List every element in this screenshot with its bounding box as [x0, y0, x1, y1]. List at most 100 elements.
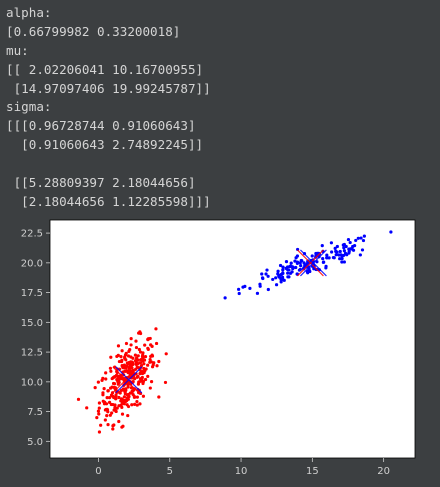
x-tick-label: 0 — [95, 466, 101, 477]
scatter-point-cluster-1 — [113, 403, 117, 407]
scatter-point-cluster-1 — [126, 369, 130, 373]
scatter-point-cluster-2 — [346, 237, 351, 242]
scatter-point-cluster-1 — [117, 395, 121, 400]
scatter-point-cluster-1 — [133, 402, 137, 406]
scatter-point-cluster-1 — [163, 380, 168, 385]
scatter-point-cluster-2 — [274, 276, 278, 280]
scatter-point-cluster-2 — [255, 291, 260, 295]
scatter-point-cluster-2 — [329, 241, 333, 245]
scatter-point-cluster-2 — [265, 268, 269, 272]
scatter-point-cluster-1 — [109, 386, 113, 390]
scatter-point-cluster-2 — [348, 247, 353, 251]
scatter-point-cluster-1 — [136, 354, 140, 358]
scatter-point-cluster-2 — [241, 285, 245, 289]
x-tick-label: 5 — [167, 466, 173, 477]
scatter-point-cluster-2 — [356, 236, 360, 240]
scatter-point-cluster-2 — [330, 250, 334, 254]
scatter-point-cluster-1 — [114, 394, 118, 398]
scatter-point-cluster-2 — [339, 253, 343, 257]
x-tick-label: 20 — [377, 466, 390, 477]
scatter-point-cluster-1 — [119, 403, 123, 407]
y-tick-label: 20.0 — [21, 258, 43, 269]
scatter-point-cluster-2 — [276, 272, 280, 276]
scatter-point-cluster-1 — [130, 360, 134, 364]
scatter-point-cluster-2 — [288, 264, 293, 268]
scatter-point-cluster-2 — [358, 253, 362, 257]
scatter-point-cluster-1 — [135, 395, 139, 399]
scatter-point-cluster-1 — [134, 362, 138, 366]
scatter-point-cluster-2 — [281, 268, 285, 272]
scatter-point-cluster-2 — [281, 265, 285, 269]
scatter-point-cluster-1 — [138, 377, 143, 381]
scatter-point-cluster-1 — [117, 359, 122, 364]
scatter-point-cluster-1 — [111, 376, 115, 380]
scatter-point-cluster-2 — [284, 260, 289, 264]
scatter-point-cluster-1 — [142, 362, 146, 366]
scatter-point-cluster-2 — [340, 260, 344, 264]
scatter-point-cluster-1 — [143, 377, 148, 382]
scatter-point-cluster-1 — [140, 355, 145, 359]
scatter-point-cluster-1 — [126, 397, 130, 401]
scatter-point-cluster-2 — [260, 276, 265, 280]
console-line — [6, 155, 211, 174]
scatter-point-cluster-1 — [143, 354, 148, 359]
center-marker-1 — [112, 366, 140, 394]
scatter-point-cluster-1 — [105, 407, 109, 411]
scatter-point-cluster-1 — [124, 388, 128, 392]
scatter-point-cluster-1 — [93, 386, 97, 390]
scatter-point-cluster-1 — [134, 345, 139, 350]
scatter-point-cluster-1 — [121, 365, 126, 369]
scatter-point-cluster-2 — [266, 287, 270, 292]
scatter-point-cluster-1 — [101, 376, 105, 380]
scatter-point-cluster-2 — [305, 269, 309, 274]
scatter-point-cluster-1 — [97, 412, 101, 416]
scatter-point-cluster-1 — [106, 423, 110, 427]
scatter-point-cluster-1 — [138, 361, 143, 365]
scatter-point-cluster-2 — [342, 260, 346, 264]
scatter-point-cluster-1 — [138, 350, 143, 354]
scatter-point-cluster-1 — [105, 413, 109, 418]
scatter-point-cluster-1 — [104, 377, 108, 381]
scatter-point-cluster-2 — [353, 244, 357, 248]
scatter-point-cluster-1 — [131, 380, 135, 384]
scatter-point-cluster-1 — [124, 341, 129, 346]
scatter-point-cluster-1 — [154, 341, 159, 346]
scatter-point-cluster-2 — [294, 265, 298, 270]
y-tick-label: 22.5 — [21, 229, 43, 240]
console-line: mu: — [6, 42, 29, 58]
scatter-point-cluster-2 — [277, 275, 282, 279]
scatter-point-cluster-1 — [122, 402, 126, 406]
scatter-point-cluster-1 — [109, 369, 113, 373]
scatter-point-cluster-2 — [315, 251, 319, 255]
x-tick-label: 15 — [306, 466, 319, 477]
scatter-point-cluster-2 — [342, 249, 346, 253]
scatter-point-cluster-1 — [132, 394, 136, 398]
scatter-point-cluster-1 — [134, 356, 139, 360]
scatter-point-cluster-2 — [303, 263, 308, 267]
scatter-point-cluster-1 — [116, 382, 120, 386]
scatter-point-cluster-2 — [325, 253, 329, 257]
scatter-point-cluster-1 — [106, 410, 110, 414]
scatter-point-cluster-2 — [298, 267, 302, 271]
scatter-point-cluster-2 — [276, 269, 280, 273]
console-line: [[ 2.02206041 10.16700955] — [6, 61, 204, 77]
scatter-point-cluster-2 — [293, 259, 297, 263]
y-tick-label: 5.0 — [27, 437, 43, 448]
scatter-point-cluster-1 — [135, 375, 139, 379]
y-tick-label: 7.5 — [27, 407, 43, 418]
y-tick-label: 10.0 — [21, 377, 43, 388]
scatter-point-cluster-2 — [331, 255, 336, 260]
scatter-point-cluster-1 — [146, 374, 150, 378]
scatter-point-cluster-2 — [278, 263, 283, 268]
scatter-point-cluster-1 — [122, 395, 126, 399]
scatter-point-cluster-2 — [290, 270, 294, 274]
scatter-point-cluster-1 — [107, 400, 112, 404]
scatter-point-cluster-2 — [344, 244, 348, 249]
scatter-point-cluster-1 — [116, 353, 120, 357]
scatter-point-cluster-1 — [140, 371, 144, 375]
y-tick-label: 17.5 — [21, 288, 43, 299]
scatter-point-cluster-2 — [298, 261, 302, 265]
scatter-point-cluster-1 — [115, 377, 119, 382]
scatter-point-cluster-2 — [279, 280, 283, 284]
